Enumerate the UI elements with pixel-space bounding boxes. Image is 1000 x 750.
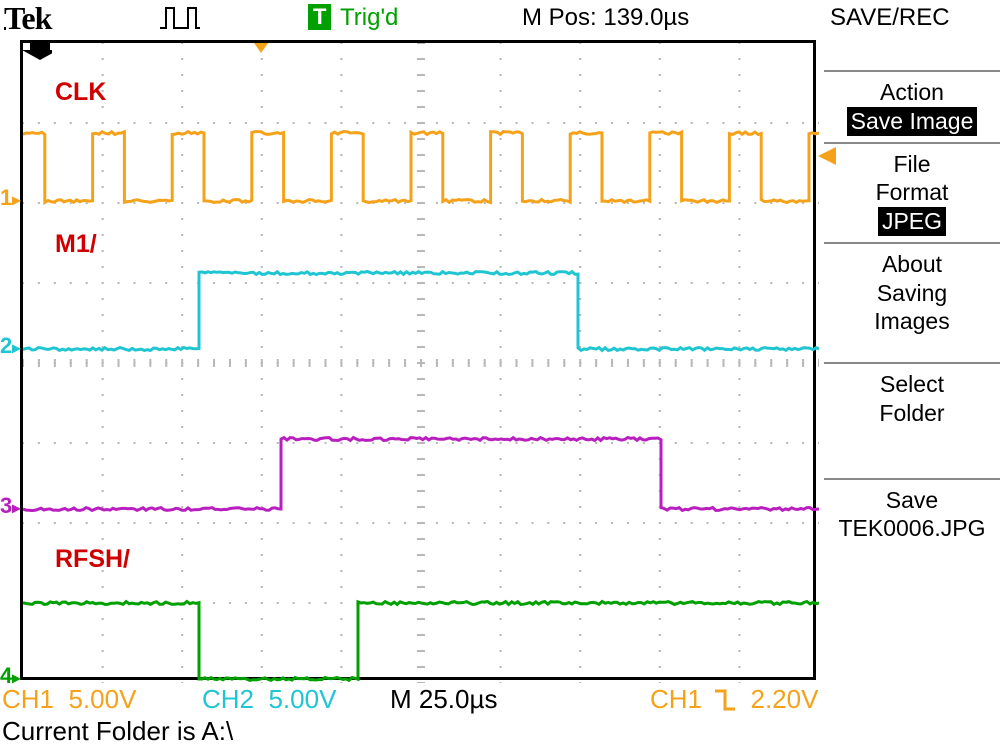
tek-logo: Tek xyxy=(4,0,51,37)
signal-label-m1: M1/ xyxy=(55,230,97,259)
menu-about-button[interactable]: AboutSavingImages xyxy=(824,242,1000,342)
current-folder-readout: Current Folder is A:\ xyxy=(2,716,233,747)
side-menu: Action Save Image FileFormat JPEG AboutS… xyxy=(824,40,1000,680)
origin-arrow-icon xyxy=(22,42,52,62)
m-position-readout: M Pos: 139.0µs xyxy=(522,4,689,32)
ch1-scale-readout: CH1 5.00V xyxy=(2,684,136,715)
menu-selected-value: Save Image xyxy=(847,107,978,136)
top-bar: Tek T Trig'd M Pos: 139.0µs SAVE/REC xyxy=(0,0,1000,36)
menu-label: Action xyxy=(880,79,944,105)
signal-label-clk: CLK xyxy=(55,78,106,107)
ch1-ground-marker: 1▸ xyxy=(0,185,20,211)
ch2-ground-marker: 2▸ xyxy=(0,333,20,359)
menu-select-folder-button[interactable]: SelectFolder xyxy=(824,362,1000,434)
menu-label: SaveTEK0006.JPG xyxy=(838,487,985,542)
menu-selected-value: JPEG xyxy=(878,207,946,236)
menu-action-button[interactable]: Action Save Image xyxy=(824,70,1000,142)
menu-label: AboutSavingImages xyxy=(874,251,949,335)
trigger-readout: CH1 2.20V xyxy=(650,684,818,715)
pulse-icon xyxy=(160,6,200,30)
waveform-svg xyxy=(23,43,819,683)
ch3-ground-marker: 3▸ xyxy=(0,493,20,519)
menu-save-button[interactable]: SaveTEK0006.JPG xyxy=(824,478,1000,550)
trigger-status-label: Trig'd xyxy=(340,4,398,32)
menu-file-format-button[interactable]: FileFormat JPEG xyxy=(824,142,1000,242)
waveform-graticule xyxy=(20,40,816,680)
ch2-scale-readout: CH2 5.00V xyxy=(202,684,336,715)
menu-label: FileFormat xyxy=(876,151,949,206)
menu-label: SelectFolder xyxy=(879,371,944,426)
falling-edge-icon xyxy=(715,689,737,711)
save-rec-title: SAVE/REC xyxy=(830,4,950,32)
timebase-readout: M 25.0µs xyxy=(390,684,497,715)
signal-label-rfsh: RFSH/ xyxy=(55,545,130,574)
trigger-status-indicator: T xyxy=(308,4,331,30)
